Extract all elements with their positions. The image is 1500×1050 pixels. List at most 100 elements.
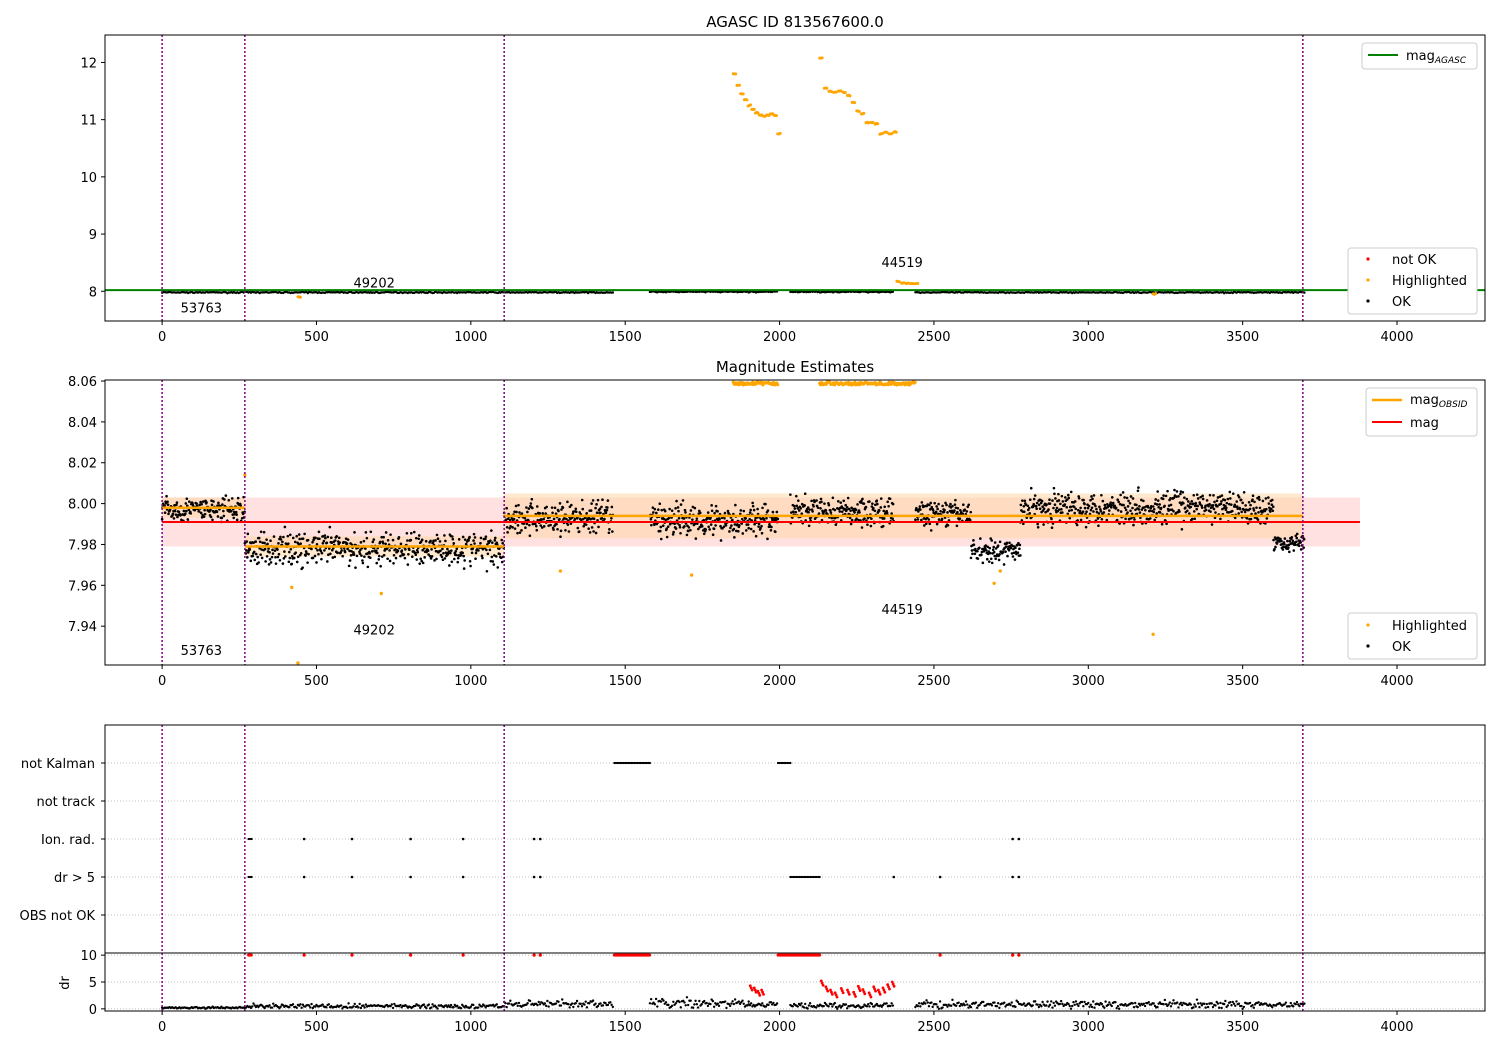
ok-point <box>740 517 744 521</box>
dr-point <box>425 1006 428 1010</box>
ok-point <box>838 510 842 513</box>
ok-point <box>429 557 433 560</box>
ok-point <box>1167 504 1171 507</box>
ok-point <box>850 518 854 522</box>
dr-point <box>941 1006 944 1009</box>
ok-point <box>430 548 433 551</box>
dr-not-ok-point <box>888 987 891 991</box>
ok-point <box>734 503 737 507</box>
ok-point <box>1092 510 1095 513</box>
x-tick-label: 0 <box>158 1020 166 1035</box>
ok-point <box>677 516 681 520</box>
ok-point <box>495 543 499 546</box>
ok-point <box>370 550 374 553</box>
ok-point <box>1207 504 1210 508</box>
flag-point <box>616 761 619 765</box>
ok-point <box>459 553 463 557</box>
dr-point <box>684 1004 687 1007</box>
ok-point <box>1281 542 1284 546</box>
ok-point <box>730 524 733 527</box>
ok-point <box>988 546 992 550</box>
ok-point <box>1089 498 1092 502</box>
ok-point <box>1001 550 1005 554</box>
ok-point <box>845 508 848 512</box>
ok-point <box>1024 503 1028 506</box>
ok-point <box>658 502 662 506</box>
ok-point <box>691 518 694 521</box>
ok-point <box>1220 494 1224 497</box>
dr-point <box>1240 1004 1243 1008</box>
ok-point <box>266 542 269 546</box>
ok-point <box>1271 509 1275 513</box>
dr-point <box>1257 1001 1260 1004</box>
ok-point <box>284 555 287 558</box>
dr-point <box>1092 1000 1095 1003</box>
obsid-label: 44519 <box>881 603 922 618</box>
ok-point <box>1271 505 1275 509</box>
dr-not-ok-point <box>853 992 856 996</box>
dr-not-ok-point <box>839 987 843 990</box>
x-tick-label: 2500 <box>917 1020 950 1035</box>
ok-point <box>1186 509 1189 513</box>
ok-point <box>967 503 971 507</box>
ok-point <box>775 510 779 514</box>
ok-point <box>931 509 935 512</box>
dr-point <box>509 999 512 1002</box>
ok-point <box>381 542 385 545</box>
ok-point <box>517 503 520 507</box>
ok-point <box>856 503 859 506</box>
dr-point <box>1294 1002 1297 1006</box>
dr-point <box>459 1007 463 1010</box>
ok-point <box>1054 497 1057 500</box>
ok-point <box>468 559 472 563</box>
ok-point <box>303 532 306 536</box>
ok-point <box>970 549 974 552</box>
dr-not-ok-point <box>887 985 890 989</box>
ok-point <box>479 536 483 540</box>
ok-point <box>1115 518 1119 522</box>
ok-point <box>282 535 285 539</box>
ok-point <box>1270 503 1274 506</box>
ok-point <box>752 508 756 512</box>
ok-point <box>1118 502 1122 506</box>
ok-point <box>1218 495 1222 498</box>
legend-not-ok-label: not OK <box>1392 253 1437 268</box>
ok-point <box>1277 536 1280 540</box>
ok-point <box>1074 507 1077 511</box>
ok-point <box>527 507 531 510</box>
ok-point <box>490 529 493 532</box>
x-tick-label: 500 <box>304 674 329 689</box>
ok-point <box>1128 517 1131 521</box>
flag-point <box>642 761 645 765</box>
ok-point <box>924 522 928 526</box>
dr-point <box>554 1002 558 1005</box>
ok-point <box>796 507 800 510</box>
dr-point <box>696 1006 700 1009</box>
ok-point <box>845 505 849 509</box>
ok-point <box>372 538 376 541</box>
ok-point <box>269 561 273 564</box>
dr-point <box>1016 1000 1020 1004</box>
dr-point <box>670 1004 674 1007</box>
ok-point <box>863 517 866 520</box>
x-tick-label: 4000 <box>1380 674 1413 689</box>
ok-point <box>454 550 458 553</box>
ok-point <box>737 529 740 533</box>
ok-point <box>752 530 755 533</box>
ok-point <box>452 557 456 561</box>
ok-point <box>463 559 466 562</box>
ok-point <box>765 516 768 520</box>
ok-point <box>514 504 518 508</box>
dr-point <box>747 1000 750 1003</box>
ok-point <box>1154 498 1158 501</box>
ok-point <box>1163 504 1166 508</box>
ok-point <box>397 535 401 539</box>
ok-point <box>1068 516 1072 520</box>
ok-point <box>1294 534 1298 538</box>
ok-point <box>766 537 769 541</box>
flag-point <box>247 875 250 879</box>
ok-point <box>1017 541 1020 545</box>
ok-point <box>799 506 803 510</box>
ok-point <box>748 511 752 514</box>
ok-point <box>254 540 258 543</box>
